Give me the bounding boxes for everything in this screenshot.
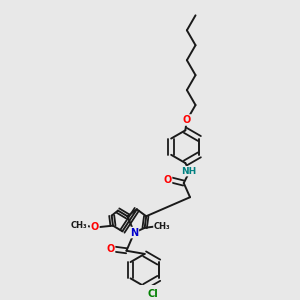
Text: O: O xyxy=(163,175,172,185)
Text: CH₃: CH₃ xyxy=(154,222,171,231)
Text: Cl: Cl xyxy=(148,289,158,299)
Text: O: O xyxy=(183,115,191,125)
Text: O: O xyxy=(91,222,99,232)
Text: NH: NH xyxy=(182,167,197,176)
Text: O: O xyxy=(106,244,115,254)
Text: CH₃: CH₃ xyxy=(71,221,87,230)
Text: N: N xyxy=(130,228,138,238)
